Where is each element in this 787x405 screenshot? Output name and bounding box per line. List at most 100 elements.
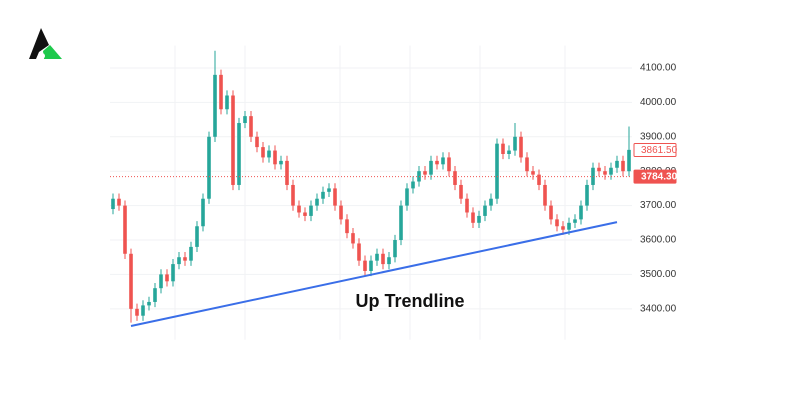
trendline — [130, 221, 618, 328]
candle-body — [327, 188, 331, 192]
candle-body — [231, 95, 235, 185]
candle-body — [117, 198, 121, 206]
candle-body — [531, 171, 535, 175]
candle-body — [255, 136, 259, 148]
candle-body — [171, 264, 175, 282]
candle-body — [405, 188, 409, 206]
candle-body — [195, 226, 199, 247]
logo-accent — [43, 45, 62, 59]
candle-body — [267, 150, 271, 158]
price-label: 3861.50 — [641, 145, 678, 156]
candle-body — [393, 240, 397, 258]
logo — [29, 28, 62, 59]
candle-body — [357, 243, 361, 261]
candle-body — [333, 188, 337, 206]
candle-body — [237, 123, 241, 185]
candle-body — [561, 226, 565, 230]
candle-body — [279, 160, 283, 165]
candle-body — [603, 171, 607, 175]
candle-body — [291, 184, 295, 206]
y-tick-label: 3500.00 — [640, 269, 677, 280]
candle-body — [273, 150, 277, 165]
y-tick-label: 4000.00 — [640, 97, 677, 108]
candle-body — [381, 253, 385, 265]
candle-body — [585, 184, 589, 206]
candle-body — [351, 233, 355, 244]
candle-body — [153, 288, 157, 302]
candle-body — [147, 301, 151, 306]
candle-body — [135, 308, 139, 316]
y-tick-label: 4100.00 — [640, 63, 677, 74]
candle-body — [483, 205, 487, 216]
candle-body — [309, 205, 313, 216]
candle-body — [435, 160, 439, 165]
candle-body — [537, 174, 541, 185]
candle-body — [213, 74, 217, 137]
candle-body — [471, 212, 475, 223]
candle-body — [375, 253, 379, 261]
candle-body — [387, 257, 391, 265]
candle-body — [141, 305, 145, 316]
price-label-box — [633, 143, 677, 158]
candle-body — [189, 246, 193, 261]
candle-body — [429, 160, 433, 175]
candle-body — [345, 219, 349, 234]
candle-body — [339, 205, 343, 220]
candle-body — [627, 149, 631, 172]
candle-body — [501, 143, 505, 154]
y-tick-label: 3600.00 — [640, 235, 677, 246]
candle-body — [621, 160, 625, 172]
candle-body — [609, 167, 613, 175]
candle-body — [177, 257, 181, 265]
candle-body — [411, 181, 415, 189]
candle-body — [207, 136, 211, 199]
logo-dot — [39, 53, 45, 59]
y-tick-label: 3900.00 — [640, 131, 677, 142]
y-tick-label: 3700.00 — [640, 200, 677, 211]
candle-body — [249, 116, 253, 137]
candle-body — [225, 95, 229, 110]
candle-body — [183, 257, 187, 261]
candle-body — [513, 136, 517, 151]
candle-body — [453, 171, 457, 185]
candle-body — [525, 157, 529, 172]
candle-body — [165, 274, 169, 282]
trendline-label: Up Trendline — [355, 291, 464, 311]
candle-body — [447, 157, 451, 172]
candle-body — [567, 222, 571, 230]
price-label: 3784.30 — [641, 172, 678, 183]
candle-body — [543, 184, 547, 206]
candle-body — [201, 198, 205, 227]
candle-body — [285, 160, 289, 185]
candle-body — [399, 205, 403, 241]
candle-body — [597, 167, 601, 172]
price-label-box — [633, 169, 677, 184]
candle-body — [261, 147, 265, 158]
candle-body — [303, 212, 307, 216]
candle-body — [489, 198, 493, 206]
candle-body — [363, 260, 367, 271]
candle-body — [441, 157, 445, 165]
candle-body — [159, 274, 163, 289]
candle-body — [297, 205, 301, 213]
candle-body — [459, 184, 463, 199]
candle-body — [495, 143, 499, 199]
logo-mark — [29, 28, 49, 59]
y-tick-label: 3400.00 — [640, 303, 677, 314]
candle-body — [579, 205, 583, 220]
candle-body — [519, 136, 523, 158]
candle-body — [123, 205, 127, 254]
candle-body — [243, 116, 247, 124]
candle-body — [321, 191, 325, 199]
candle-body — [555, 219, 559, 227]
candle-body — [315, 198, 319, 206]
candle-body — [219, 74, 223, 110]
candle-body — [465, 198, 469, 213]
candle-body — [507, 150, 511, 154]
candle-body — [615, 160, 619, 168]
candle-body — [477, 215, 481, 223]
candle-body — [423, 171, 427, 175]
candle-body — [573, 219, 577, 223]
